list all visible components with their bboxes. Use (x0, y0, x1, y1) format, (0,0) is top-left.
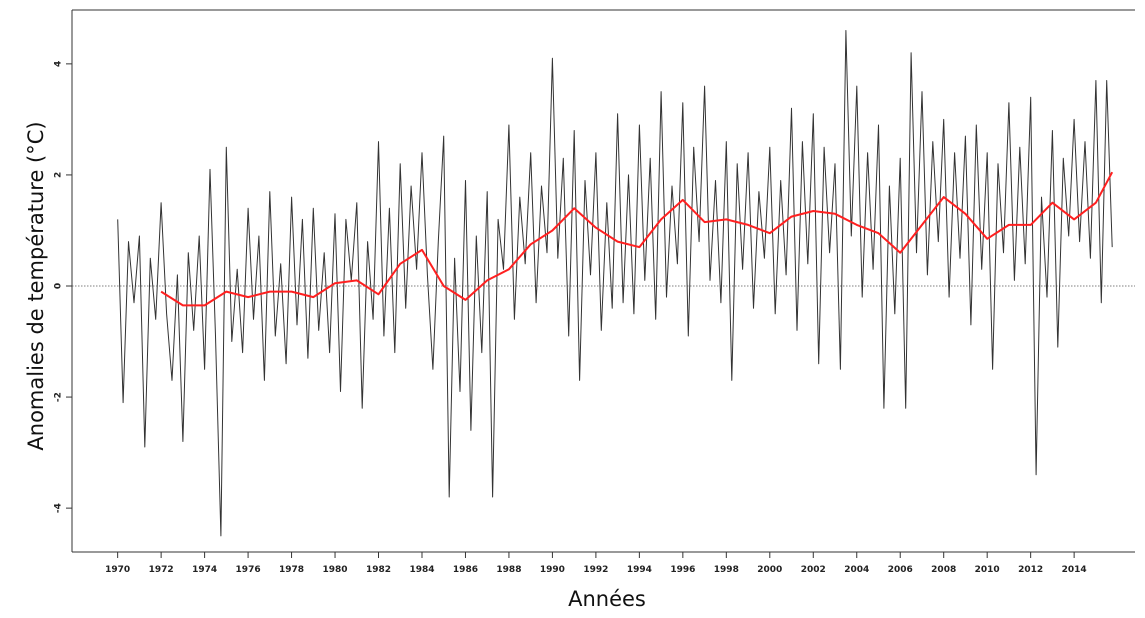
x-tick-label: 1998 (714, 565, 739, 575)
series-line (160, 171, 1114, 307)
x-tick-label: 2010 (975, 565, 1000, 575)
y-tick-label: 0 (54, 283, 64, 289)
x-tick-label: 2008 (931, 565, 956, 575)
x-tick-label: 1996 (670, 565, 695, 575)
x-tick-label: 2014 (1062, 565, 1087, 575)
y-tick-label: -4 (54, 503, 64, 513)
x-tick-label: 2000 (757, 565, 782, 575)
x-tick-label: 2004 (844, 565, 869, 575)
x-tick-label: 2006 (888, 565, 913, 575)
x-tick-label: 1988 (496, 565, 521, 575)
x-tick-label: 1992 (583, 565, 608, 575)
x-tick-label: 2002 (801, 565, 826, 575)
x-tick-label: 1984 (409, 565, 434, 575)
x-tick-label: 2012 (1018, 565, 1043, 575)
x-tick-label: 1976 (236, 565, 261, 575)
y-tick-label: 2 (54, 172, 64, 178)
x-axis-label: Années (568, 587, 646, 611)
x-tick-label: 1978 (279, 565, 304, 575)
x-tick-label: 1970 (105, 565, 130, 575)
x-tick-label: 1986 (453, 565, 478, 575)
x-tick-label: 1974 (192, 565, 217, 575)
x-tick-label: 1994 (627, 565, 652, 575)
y-axis-label: Anomalies de température (°C) (24, 121, 48, 450)
y-tick-label: -2 (54, 392, 64, 402)
x-tick-label: 1982 (366, 565, 391, 575)
series-line (117, 30, 1113, 537)
y-tick-label: 4 (54, 61, 64, 67)
x-tick-label: 1972 (149, 565, 174, 575)
x-tick-label: 1980 (323, 565, 348, 575)
x-tick-label: 1990 (540, 565, 565, 575)
